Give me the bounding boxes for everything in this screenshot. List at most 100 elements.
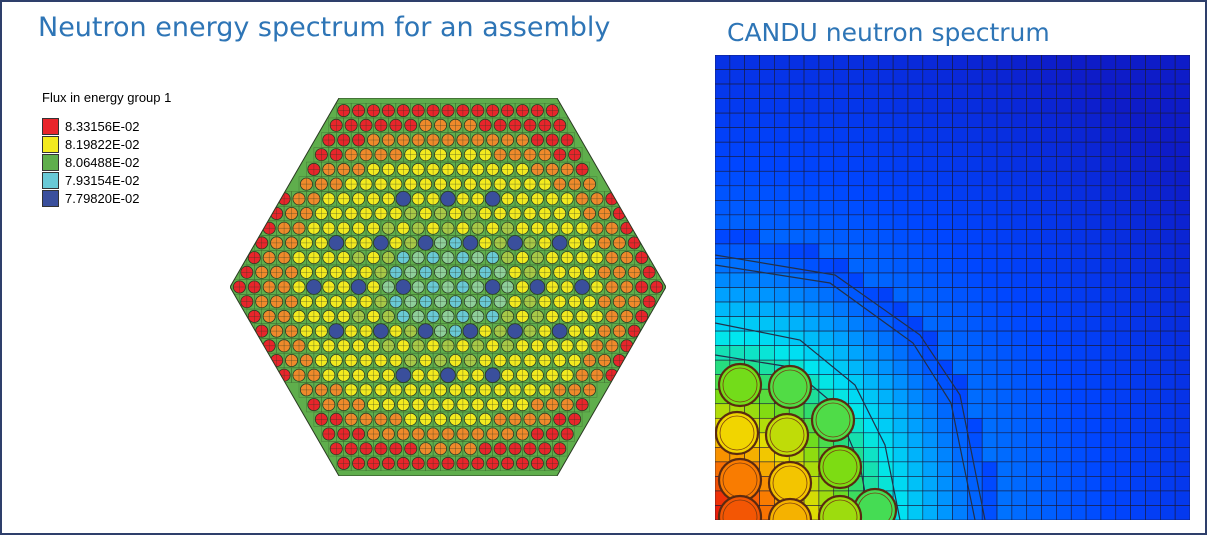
flux-cell xyxy=(1012,113,1027,128)
flux-cell xyxy=(1160,84,1175,99)
flux-cell xyxy=(1027,55,1042,70)
flux-cell xyxy=(938,142,953,157)
flux-cell xyxy=(878,99,893,114)
flux-cell xyxy=(774,288,789,303)
flux-cell xyxy=(1071,84,1086,99)
legend-label: 8.33156E-02 xyxy=(65,119,139,134)
flux-cell xyxy=(1042,171,1057,186)
flux-cell xyxy=(953,346,968,361)
flux-cell xyxy=(923,302,938,317)
flux-cell xyxy=(1071,360,1086,375)
flux-cell xyxy=(1056,476,1071,491)
flux-cell xyxy=(982,55,997,70)
flux-cell xyxy=(908,128,923,143)
flux-cell xyxy=(938,476,953,491)
flux-cell xyxy=(908,200,923,215)
flux-cell xyxy=(1116,171,1131,186)
flux-cell xyxy=(1086,273,1101,288)
flux-cell xyxy=(1145,302,1160,317)
flux-cell xyxy=(789,273,804,288)
flux-cell xyxy=(1175,317,1190,332)
flux-cell xyxy=(908,244,923,259)
flux-cell xyxy=(1175,476,1190,491)
flux-cell xyxy=(953,258,968,273)
flux-cell xyxy=(715,128,730,143)
flux-cell xyxy=(789,302,804,317)
guide-tube xyxy=(418,236,433,251)
flux-cell xyxy=(938,128,953,143)
flux-cell xyxy=(819,215,834,230)
flux-cell xyxy=(908,389,923,404)
flux-cell xyxy=(1101,389,1116,404)
flux-cell xyxy=(1116,288,1131,303)
flux-cell xyxy=(982,360,997,375)
flux-cell xyxy=(1027,142,1042,157)
flux-cell xyxy=(760,142,775,157)
flux-cell xyxy=(1145,346,1160,361)
flux-cell xyxy=(789,171,804,186)
flux-cell xyxy=(967,302,982,317)
flux-cell xyxy=(1101,70,1116,85)
flux-cell xyxy=(908,447,923,462)
flux-cell xyxy=(730,84,745,99)
flux-cell xyxy=(863,229,878,244)
flux-cell xyxy=(1116,360,1131,375)
flux-cell xyxy=(730,331,745,346)
flux-cell xyxy=(1160,157,1175,172)
flux-cell xyxy=(863,331,878,346)
flux-cell xyxy=(893,360,908,375)
flux-cell xyxy=(1116,302,1131,317)
flux-cell xyxy=(1131,346,1146,361)
flux-cell xyxy=(789,157,804,172)
flux-cell xyxy=(953,288,968,303)
flux-cell xyxy=(745,70,760,85)
flux-cell xyxy=(849,99,864,114)
flux-cell xyxy=(834,346,849,361)
flux-cell xyxy=(745,142,760,157)
guide-tube xyxy=(575,280,590,295)
flux-cell xyxy=(953,186,968,201)
flux-cell xyxy=(760,99,775,114)
flux-cell xyxy=(997,288,1012,303)
flux-cell xyxy=(1027,99,1042,114)
flux-cell xyxy=(730,128,745,143)
flux-cell xyxy=(715,186,730,201)
flux-cell xyxy=(923,447,938,462)
flux-cell xyxy=(1101,404,1116,419)
flux-cell xyxy=(1056,288,1071,303)
flux-cell xyxy=(745,244,760,259)
flux-cell xyxy=(1145,491,1160,506)
flux-cell xyxy=(1131,404,1146,419)
flux-cell xyxy=(760,55,775,70)
flux-cell xyxy=(819,302,834,317)
flux-cell xyxy=(1056,447,1071,462)
flux-cell xyxy=(1101,200,1116,215)
flux-cell xyxy=(908,186,923,201)
flux-cell xyxy=(1131,186,1146,201)
flux-cell xyxy=(1027,113,1042,128)
flux-cell xyxy=(1042,244,1057,259)
flux-cell xyxy=(1056,273,1071,288)
flux-cell xyxy=(953,302,968,317)
fuel-element xyxy=(716,412,758,454)
flux-cell xyxy=(1042,113,1057,128)
flux-cell xyxy=(730,55,745,70)
flux-cell xyxy=(760,244,775,259)
flux-cell xyxy=(893,200,908,215)
flux-cell xyxy=(1145,360,1160,375)
flux-cell xyxy=(774,70,789,85)
flux-cell xyxy=(1131,505,1146,520)
flux-cell xyxy=(1131,360,1146,375)
flux-cell xyxy=(1175,84,1190,99)
flux-cell xyxy=(863,375,878,390)
flux-cell xyxy=(789,229,804,244)
flux-cell xyxy=(863,157,878,172)
flux-cell xyxy=(997,491,1012,506)
flux-cell xyxy=(1071,99,1086,114)
flux-cell xyxy=(1101,418,1116,433)
flux-cell xyxy=(1056,331,1071,346)
flux-cell xyxy=(819,360,834,375)
flux-cell xyxy=(774,229,789,244)
flux-cell xyxy=(774,186,789,201)
flux-cell xyxy=(1175,447,1190,462)
